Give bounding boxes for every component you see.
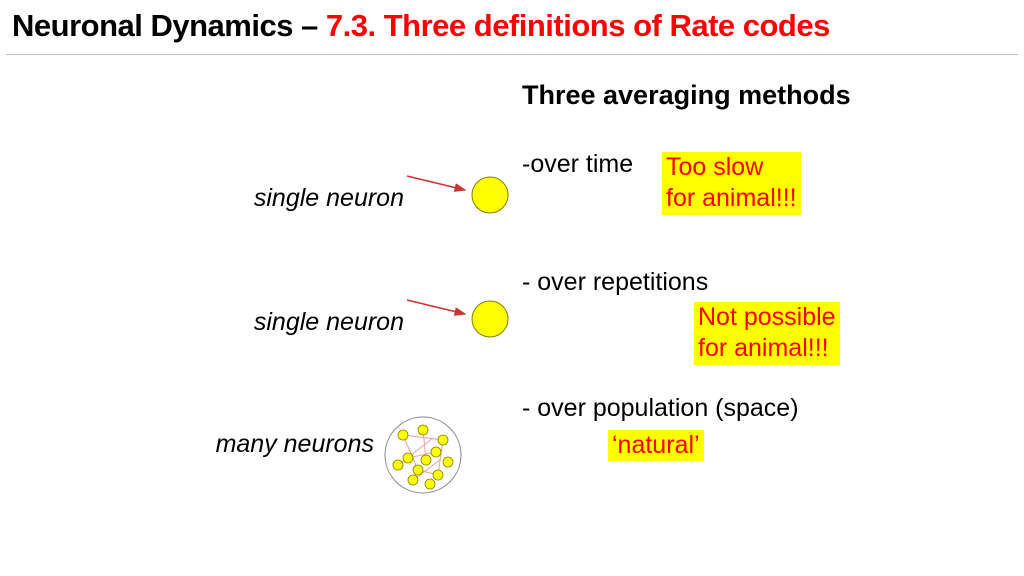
row1-highlight-text: Too slowfor animal!!! [662, 152, 801, 215]
row1-neuron-icon [405, 170, 515, 220]
row3-highlight-text: ‘natural’ [608, 430, 704, 461]
row3-population-icon [378, 410, 468, 500]
row2-label: single neuron [144, 308, 404, 337]
row3-bullet: - over population (space) [522, 394, 799, 423]
title-divider [6, 54, 1018, 55]
row2-highlight: Not possiblefor animal!!! [694, 302, 840, 365]
section-heading: Three averaging methods [522, 80, 851, 111]
row2-highlight-text: Not possiblefor animal!!! [694, 302, 840, 365]
row1-highlight: Too slowfor animal!!! [662, 152, 801, 215]
slide-title: Neuronal Dynamics – 7.3. Three definitio… [12, 8, 830, 44]
row1-label: single neuron [144, 184, 404, 213]
title-prefix: Neuronal Dynamics – [12, 8, 326, 43]
row1-bullet: -over time [522, 150, 633, 179]
row3-label: many neurons [114, 430, 374, 459]
row2-neuron-icon [405, 294, 515, 344]
title-section: 7.3. Three definitions of Rate codes [326, 8, 830, 43]
row2-bullet: - over repetitions [522, 268, 708, 297]
row3-highlight: ‘natural’ [608, 430, 704, 461]
